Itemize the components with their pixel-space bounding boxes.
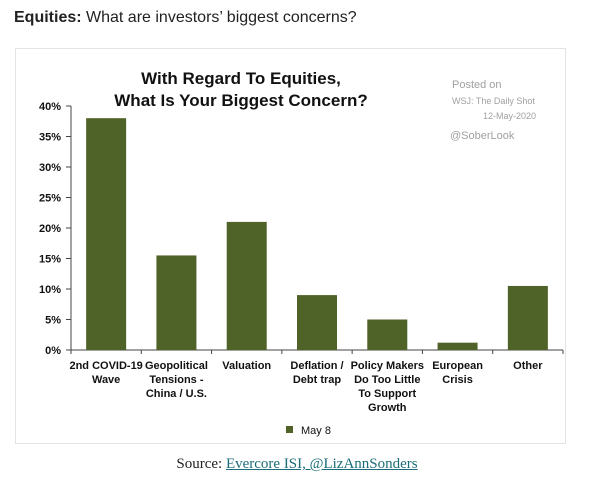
x-tick-label: 2nd COVID-19: [69, 360, 142, 372]
header-topic: Equities:: [14, 9, 82, 26]
watermark-outlet: WSJ: The Daily Shot: [452, 96, 535, 106]
y-tick-label: 25%: [39, 193, 61, 205]
y-tick-label: 5%: [45, 315, 61, 327]
y-tick-label: 20%: [39, 223, 61, 235]
bar: [367, 319, 408, 350]
source-link[interactable]: Evercore ISI, @LizAnnSonders: [225, 456, 418, 472]
bar-chart: With Regard To Equities, What Is Your Big…: [39, 69, 564, 437]
y-tick-label: 40%: [39, 101, 61, 113]
bar: [156, 255, 197, 350]
bar: [226, 221, 267, 350]
chart-panel: With Regard To Equities, What Is Your Big…: [15, 48, 566, 444]
chart-title-line-1: With Regard To Equities,: [141, 69, 341, 88]
y-tick-label: 30%: [39, 162, 61, 174]
legend-swatch: [286, 426, 293, 433]
y-tick-label: 0%: [45, 345, 61, 357]
watermark-handle: @SoberLook: [450, 130, 515, 142]
x-tick-label: Other: [513, 360, 543, 372]
x-tick-label: Deflation /: [290, 360, 343, 372]
watermark-date: 12-May-2020: [483, 111, 536, 121]
watermark-posted-on: Posted on: [452, 79, 502, 91]
x-tick-label: Do Too Little: [354, 374, 420, 386]
header-question: What are investors’ biggest concerns?: [81, 9, 357, 26]
x-tick-label: Geopolitical: [145, 360, 208, 372]
bar: [507, 285, 548, 350]
x-tick-label: European: [432, 360, 483, 372]
x-tick-label: Tensions -: [149, 374, 204, 386]
bar: [297, 295, 337, 350]
y-tick-label: 15%: [39, 254, 61, 266]
x-tick-label: China / U.S.: [146, 388, 207, 400]
x-tick-label: Valuation: [222, 360, 271, 372]
x-tick-label: Wave: [92, 374, 120, 386]
x-tick-label: Crisis: [442, 374, 473, 386]
x-tick-label: Policy Makers: [351, 360, 424, 372]
y-tick-label: 35%: [39, 132, 61, 144]
legend-label: May 8: [301, 425, 331, 437]
source-prefix: Source:: [176, 456, 226, 472]
y-tick-label: 10%: [39, 284, 61, 296]
bar: [86, 118, 127, 350]
page-header: Equities: What are investors’ biggest co…: [14, 9, 357, 27]
x-tick-label: Growth: [368, 402, 407, 414]
bar: [437, 342, 478, 350]
chart-title-line-2: What Is Your Biggest Concern?: [114, 91, 367, 110]
x-tick-label: Debt trap: [293, 374, 342, 386]
source-line: Source: Evercore ISI, @LizAnnSonders: [0, 456, 594, 473]
x-tick-label: To Support: [358, 388, 416, 400]
